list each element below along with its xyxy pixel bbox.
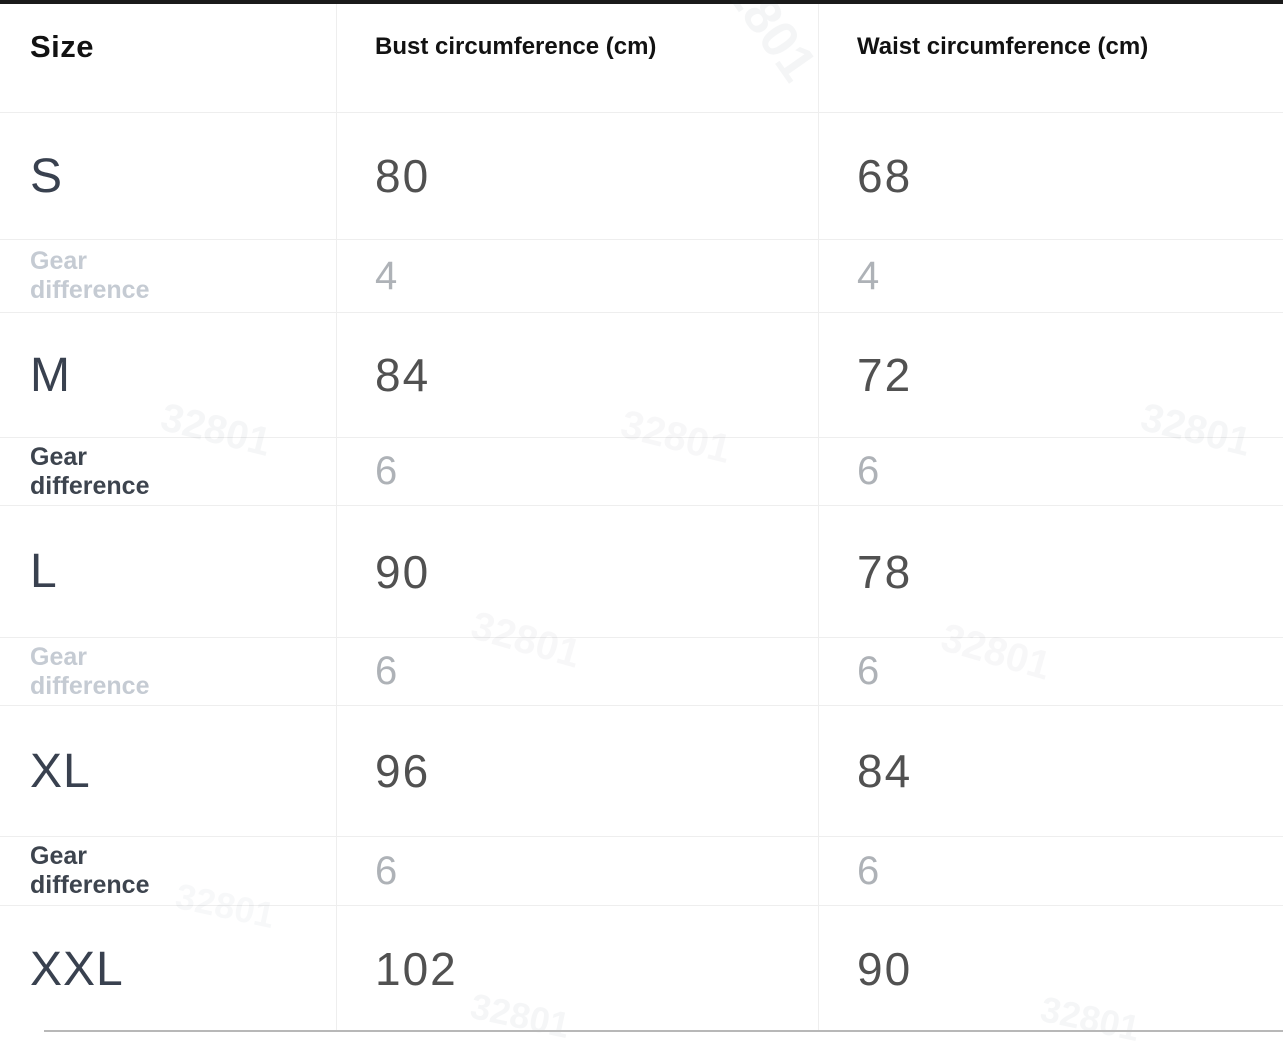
waist-gear-cell: 6 (818, 437, 1283, 505)
waist-cell: 90 (818, 905, 1283, 1032)
column-header-waist-label: Waist circumference (cm) (857, 33, 1149, 60)
waist-gear-value: 4 (857, 253, 880, 298)
bust-gear-value: 6 (375, 848, 398, 893)
waist-value: 72 (857, 349, 913, 401)
gear-difference-cell: Gear difference (0, 836, 336, 905)
waist-gear-value: 6 (857, 848, 880, 893)
bust-gear-cell: 6 (336, 836, 818, 905)
size-label: XXL (30, 942, 124, 996)
gear-difference-cell: Gear difference (0, 637, 336, 705)
waist-gear-cell: 6 (818, 836, 1283, 905)
bust-value: 84 (375, 349, 431, 401)
bust-cell: 96 (336, 705, 818, 836)
waist-gear-value: 6 (857, 449, 880, 493)
size-label: M (30, 348, 71, 402)
bottom-border-line (44, 1030, 1283, 1032)
size-cell-l: L (0, 505, 336, 637)
gear-difference-label: Gear difference (30, 642, 150, 700)
bust-cell: 80 (336, 112, 818, 239)
size-label: XL (30, 744, 91, 798)
waist-cell: 78 (818, 505, 1283, 637)
size-label: S (30, 149, 64, 203)
gear-difference-label: Gear difference (30, 247, 150, 304)
size-chart-table: Size Bust circumference (cm) Waist circu… (0, 4, 1283, 1032)
size-cell-xxl: XXL (0, 905, 336, 1032)
waist-gear-cell: 6 (818, 637, 1283, 705)
bust-value: 102 (375, 943, 458, 995)
bust-value: 90 (375, 545, 431, 598)
bust-gear-value: 6 (375, 649, 398, 693)
waist-value: 84 (857, 745, 913, 797)
top-border-bar (0, 0, 1283, 4)
gear-difference-label: Gear difference (30, 842, 150, 899)
waist-gear-value: 6 (857, 649, 880, 693)
waist-cell: 72 (818, 312, 1283, 437)
size-cell-s: S (0, 112, 336, 239)
bust-gear-cell: 6 (336, 637, 818, 705)
size-label: L (30, 545, 58, 598)
gear-difference-cell: Gear difference (0, 239, 336, 312)
waist-value: 90 (857, 943, 913, 995)
waist-cell: 68 (818, 112, 1283, 239)
size-cell-m: M (0, 312, 336, 437)
gear-difference-label: Gear difference (30, 442, 150, 500)
column-header-size-label: Size (30, 29, 95, 64)
column-header-size: Size (0, 4, 336, 112)
bust-gear-cell: 6 (336, 437, 818, 505)
bust-value: 80 (375, 150, 431, 202)
size-cell-xl: XL (0, 705, 336, 836)
bust-gear-cell: 4 (336, 239, 818, 312)
bust-value: 96 (375, 745, 431, 797)
bust-gear-value: 6 (375, 449, 398, 493)
bust-cell: 90 (336, 505, 818, 637)
waist-gear-cell: 4 (818, 239, 1283, 312)
waist-value: 78 (857, 545, 913, 598)
column-header-bust: Bust circumference (cm) (336, 4, 818, 112)
bust-gear-value: 4 (375, 253, 398, 298)
bust-cell: 84 (336, 312, 818, 437)
column-header-bust-label: Bust circumference (cm) (375, 33, 657, 60)
gear-difference-cell: Gear difference (0, 437, 336, 505)
column-header-waist: Waist circumference (cm) (818, 4, 1283, 112)
waist-value: 68 (857, 150, 913, 202)
waist-cell: 84 (818, 705, 1283, 836)
bust-cell: 102 (336, 905, 818, 1032)
